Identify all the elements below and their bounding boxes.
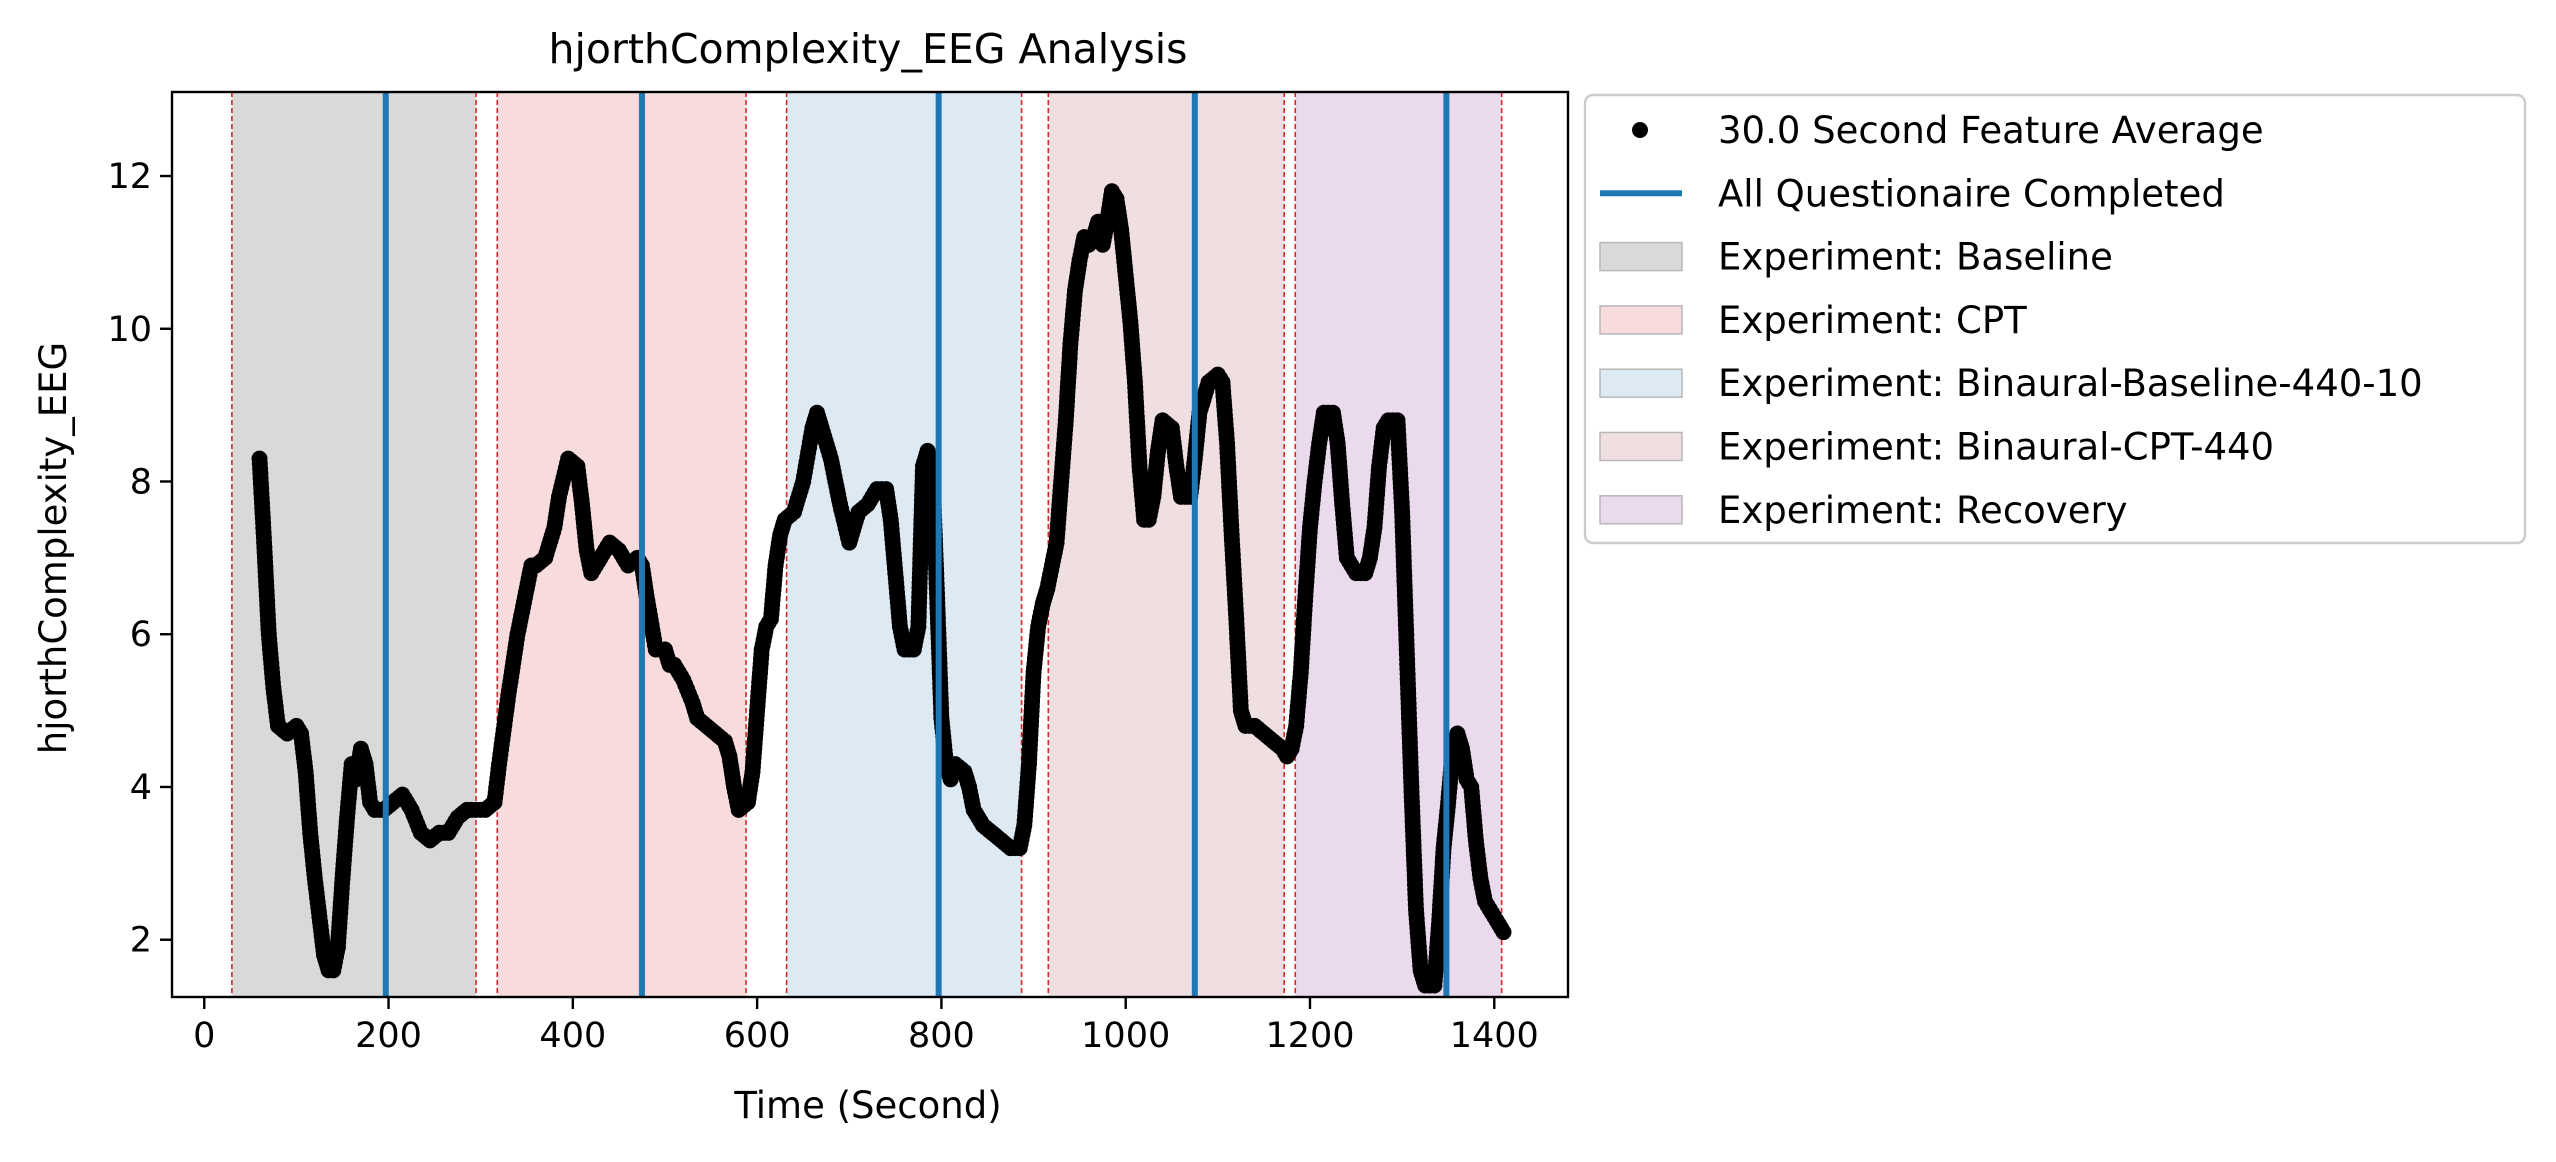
data-point [1495, 924, 1512, 941]
y-axis-ticks: 2 4 6 8 10 12 [107, 157, 172, 961]
legend-label: 30.0 Second Feature Average [1718, 109, 2264, 152]
x-axis-label: Time (Second) [733, 1084, 1001, 1127]
legend-label: Experiment: Binaural-Baseline-440-10 [1718, 362, 2423, 405]
legend-entry-1: 30.0 Second Feature Average [1632, 109, 2264, 152]
legend-entry-5: Experiment: Binaural-Baseline-440-10 [1599, 362, 2423, 405]
chart-title: hjorthComplexity_EEG Analysis [549, 25, 1188, 73]
legend-patch-icon [1599, 495, 1683, 525]
legend-entry-3: Experiment: Baseline [1599, 236, 2113, 279]
x-tick-label: 1200 [1265, 1016, 1354, 1056]
legend-frame [1583, 93, 2527, 545]
plot-frame [170, 90, 1570, 999]
y-tick-label: 8 [130, 462, 152, 502]
legend-entry-2: All Questionaire Completed [1600, 172, 2225, 215]
legend-label: Experiment: Baseline [1718, 236, 2113, 279]
y-tick-label: 2 [130, 921, 152, 961]
x-tick-label: 600 [724, 1016, 791, 1056]
data-points-layer [251, 183, 1512, 994]
y-tick-label: 6 [130, 615, 152, 655]
legend-marker-icon [1632, 122, 1648, 138]
legend-patch-icon [1599, 368, 1683, 398]
legend-patch-icon [1599, 431, 1683, 462]
y-tick-label: 10 [107, 310, 152, 350]
legend-entry-4: Experiment: CPT [1599, 299, 2027, 342]
legend: 30.0 Second Feature Average All Questiona… [1583, 93, 2527, 545]
phase-boundary-layer [231, 92, 1503, 997]
x-tick-label: 1400 [1450, 1016, 1539, 1056]
legend-entries: 30.0 Second Feature Average All Questiona… [1599, 109, 2423, 532]
y-tick-label: 4 [130, 768, 152, 808]
x-tick-label: 800 [908, 1016, 975, 1056]
legend-entry-6: Experiment: Binaural-CPT-440 [1599, 426, 2274, 469]
legend-label: Experiment: Binaural-CPT-440 [1718, 426, 2274, 469]
legend-patch-icon [1599, 241, 1683, 272]
legend-entry-7: Experiment: Recovery [1599, 489, 2128, 532]
legend-label: Experiment: Recovery [1718, 489, 2128, 532]
x-tick-label: 400 [539, 1016, 606, 1056]
legend-label: All Questionaire Completed [1718, 172, 2225, 215]
legend-patch-icon [1599, 305, 1683, 335]
questionnaire-line-layer [382, 92, 1450, 997]
x-tick-label: 200 [355, 1016, 422, 1056]
y-tick-label: 12 [107, 157, 152, 197]
x-axis-ticks: 0 200 400 600 800 1000 1200 1400 [193, 997, 1539, 1056]
phase-band-4 [1048, 92, 1285, 997]
x-tick-label: 0 [193, 1016, 215, 1056]
x-tick-label: 1000 [1081, 1016, 1170, 1056]
legend-label: Experiment: CPT [1718, 299, 2027, 342]
y-axis-label: hjorthComplexity_EEG [32, 342, 75, 754]
phase-band-3 [786, 92, 1022, 997]
